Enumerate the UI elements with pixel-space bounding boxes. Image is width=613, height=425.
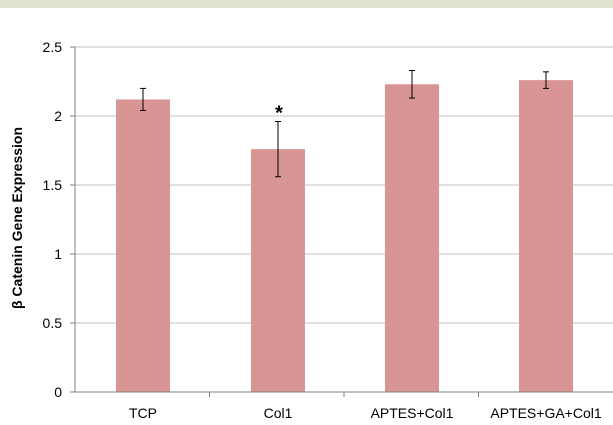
bars [116, 80, 573, 393]
error-bar [275, 121, 281, 178]
top-band [0, 0, 613, 8]
y-tick-labels: 0 0.5 1 1.5 2 2.5 [43, 39, 63, 400]
category-label: APTES+Col1 [371, 405, 454, 421]
annotations: * [275, 103, 283, 125]
axes [70, 46, 613, 397]
y-tick-label: 0.5 [43, 315, 63, 331]
category-labels: TCP Col1 APTES+Col1 APTES+GA+Col1 [129, 405, 602, 421]
y-axis-label: β Catenin Gene Expression [9, 127, 25, 309]
category-label: TCP [129, 405, 157, 421]
bar [385, 84, 439, 392]
y-tick-label: 2.5 [43, 39, 63, 55]
error-bar [543, 71, 549, 89]
y-tick-label: 1.5 [43, 177, 63, 193]
error-bar [409, 69, 415, 99]
y-tick-label: 1 [54, 246, 62, 262]
bar [251, 149, 305, 392]
y-tick-label: 0 [54, 384, 62, 400]
category-label: Col1 [264, 405, 293, 421]
error-bar [140, 87, 146, 111]
error-bars [140, 69, 549, 178]
bar [519, 80, 573, 393]
y-tick-label: 2 [54, 108, 62, 124]
category-label: APTES+GA+Col1 [490, 405, 601, 421]
significance-marker: * [275, 103, 283, 125]
bar [116, 99, 170, 392]
